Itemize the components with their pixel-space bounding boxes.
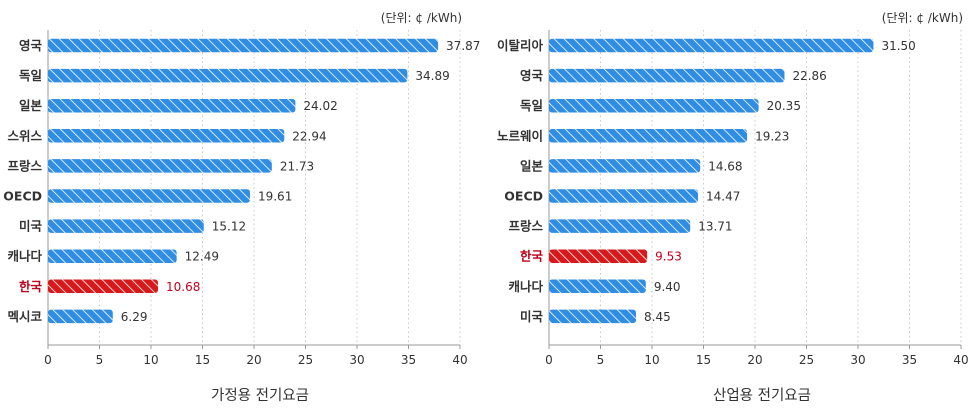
category-label: 캐나다 xyxy=(508,279,543,294)
x-tick-label: 15 xyxy=(696,353,711,367)
bar xyxy=(549,279,646,294)
value-label: 9.40 xyxy=(654,280,681,294)
value-label: 15.12 xyxy=(212,220,246,234)
category-label: OECD xyxy=(3,189,42,204)
value-label: 37.87 xyxy=(446,39,480,53)
x-tick-label: 20 xyxy=(747,353,762,367)
bar xyxy=(48,38,439,53)
bar xyxy=(549,98,759,113)
x-tick-label: 10 xyxy=(644,353,659,367)
category-label: 이탈리아 xyxy=(497,38,544,53)
unit-label: (단위: ¢ /kWh) xyxy=(882,11,963,25)
x-tick-label: 25 xyxy=(298,353,313,367)
x-tick-label: 30 xyxy=(850,353,865,367)
x-tick-label: 30 xyxy=(349,353,364,367)
value-label: 10.68 xyxy=(166,280,200,294)
x-tick-label: 25 xyxy=(799,353,814,367)
value-label: 21.73 xyxy=(280,159,314,173)
value-label: 14.68 xyxy=(708,159,742,173)
chart-title: 가정용 전기요금 xyxy=(211,387,309,404)
value-label: 24.02 xyxy=(303,99,337,113)
bar xyxy=(48,68,408,83)
value-label: 31.50 xyxy=(881,39,915,53)
bar xyxy=(48,249,177,263)
x-tick-label: 10 xyxy=(143,353,158,367)
category-label: 독일 xyxy=(19,68,42,83)
bar xyxy=(48,309,113,324)
x-tick-label: 40 xyxy=(452,353,467,367)
value-label: 19.23 xyxy=(755,129,789,143)
category-label: 프랑스 xyxy=(508,219,543,234)
value-label: 9.53 xyxy=(655,250,682,264)
highlight-bar xyxy=(549,249,648,263)
category-label: 미국 xyxy=(520,309,544,324)
category-label: 미국 xyxy=(19,219,43,234)
x-tick-label: 20 xyxy=(246,353,261,367)
x-tick-label: 0 xyxy=(545,353,553,367)
category-label: 프랑스 xyxy=(7,158,42,173)
category-label: 캐나다 xyxy=(7,249,42,264)
category-label: 일본 xyxy=(520,158,544,173)
x-tick-label: 15 xyxy=(195,353,210,367)
value-label: 19.61 xyxy=(258,190,292,204)
category-label: 한국 xyxy=(520,249,544,264)
x-tick-label: 35 xyxy=(902,353,917,367)
category-label: OECD xyxy=(504,189,543,204)
bar xyxy=(48,219,204,233)
bar xyxy=(549,309,637,324)
bar xyxy=(549,189,699,203)
x-tick-label: 5 xyxy=(96,353,104,367)
x-tick-label: 40 xyxy=(953,353,968,367)
x-tick-label: 0 xyxy=(44,353,52,367)
category-label: 독일 xyxy=(520,98,543,113)
category-label: 멕시코 xyxy=(7,309,42,324)
bar xyxy=(549,38,874,53)
value-label: 34.89 xyxy=(415,69,449,83)
household-chart-panel: 0 5 10 15 20 25 30 35 40 영국 37.87 독일 34.89 일본 24.02 스위스… xyxy=(3,11,480,404)
industrial-chart-panel: 0 5 10 15 20 25 30 35 40 이탈리아 31.50 영국 22.86 독일 20.35 노… xyxy=(497,11,969,404)
value-label: 6.29 xyxy=(121,310,148,324)
value-label: 14.47 xyxy=(706,190,740,204)
x-tick-label: 35 xyxy=(401,353,416,367)
bar xyxy=(549,129,748,143)
category-label: 한국 xyxy=(19,279,43,294)
category-label: 노르웨이 xyxy=(497,128,543,143)
bar xyxy=(48,189,250,203)
highlight-bar xyxy=(48,279,159,294)
bar xyxy=(48,159,272,173)
bar xyxy=(549,219,691,233)
value-label: 22.86 xyxy=(792,69,826,83)
value-label: 20.35 xyxy=(767,99,801,113)
x-tick-label: 5 xyxy=(597,353,605,367)
bar xyxy=(48,129,285,143)
value-label: 13.71 xyxy=(698,220,732,234)
bar xyxy=(549,68,785,83)
category-label: 영국 xyxy=(520,68,544,83)
value-label: 12.49 xyxy=(185,250,219,264)
value-label: 22.94 xyxy=(292,129,326,143)
unit-label: (단위: ¢ /kWh) xyxy=(381,11,462,25)
value-label: 8.45 xyxy=(644,310,671,324)
chart-title: 산업용 전기요금 xyxy=(713,387,811,404)
bar xyxy=(48,98,296,113)
category-label: 영국 xyxy=(19,38,43,53)
category-label: 스위스 xyxy=(7,128,42,143)
category-label: 일본 xyxy=(19,98,43,113)
bar xyxy=(549,159,701,173)
